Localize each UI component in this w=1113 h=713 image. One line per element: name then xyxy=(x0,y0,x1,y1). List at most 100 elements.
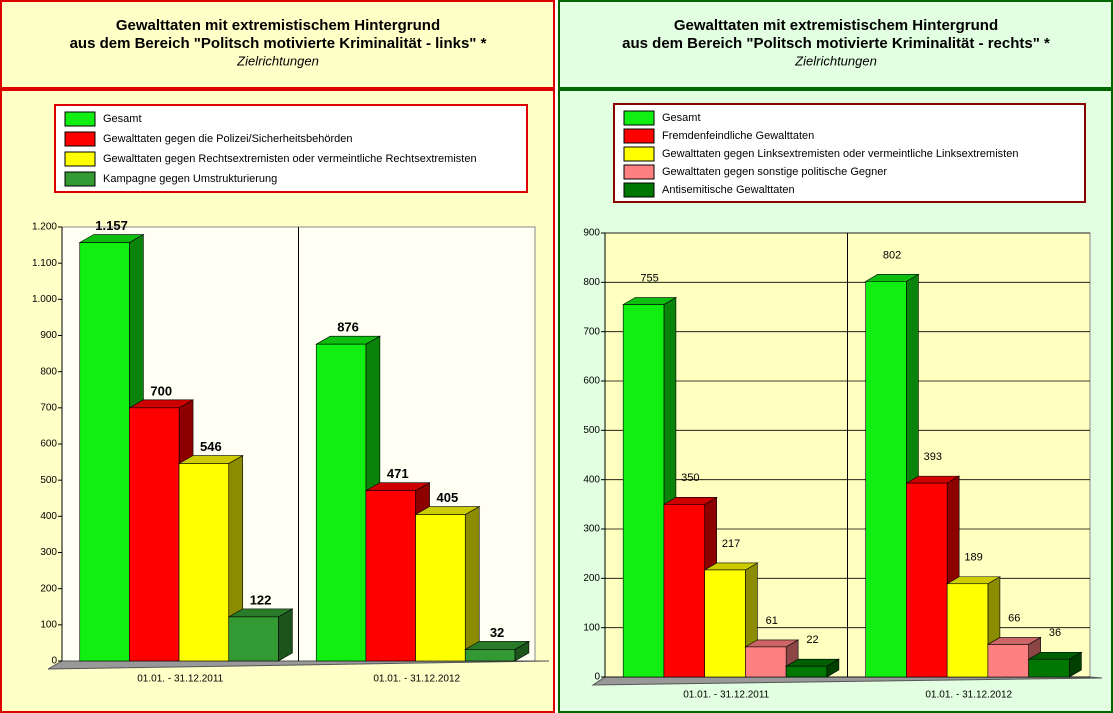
data-label: 32 xyxy=(490,625,504,640)
bar xyxy=(1027,651,1083,678)
legend xyxy=(54,104,528,193)
data-label: 471 xyxy=(387,466,409,481)
legend-label: Gewalttaten gegen sonstige politische Ge… xyxy=(662,166,887,178)
legend-swatch xyxy=(64,151,96,167)
legend-label: Gesamt xyxy=(103,113,142,125)
bar-front xyxy=(785,665,828,678)
bar-front xyxy=(704,569,746,678)
bar-front xyxy=(745,646,787,678)
y-tick-label: 700 xyxy=(40,402,57,413)
bar xyxy=(414,506,481,662)
bar-front xyxy=(987,644,1029,678)
x-tick-label: 01.01. - 31.12.2011 xyxy=(137,674,223,685)
bar xyxy=(785,658,840,678)
legend-swatch xyxy=(64,171,96,187)
legend-swatch xyxy=(623,146,655,162)
y-tick-label: 500 xyxy=(583,425,600,436)
y-tick-label: 900 xyxy=(40,330,57,341)
y-tick-label: 1.200 xyxy=(32,222,57,233)
legend-label: Gewalttaten gegen die Polizei/Sicherheit… xyxy=(103,133,353,145)
chart-subtitle: Zielrichtungen xyxy=(794,53,877,68)
bar xyxy=(177,455,244,662)
y-tick-label: 0 xyxy=(594,672,600,683)
legend xyxy=(613,103,1086,203)
y-tick-label: 100 xyxy=(40,619,57,630)
data-label: 122 xyxy=(250,592,272,607)
bar xyxy=(622,297,678,678)
bar-front xyxy=(315,343,367,662)
bar-front xyxy=(464,649,516,662)
y-tick-label: 400 xyxy=(40,511,57,522)
bar xyxy=(905,475,961,678)
legend-swatch xyxy=(64,131,96,147)
legend-swatch xyxy=(623,110,655,126)
chart-title: Gewalttaten mit extremistischem Hintergr… xyxy=(116,17,440,34)
data-label: 189 xyxy=(964,552,982,564)
y-tick-label: 200 xyxy=(40,583,57,594)
bar xyxy=(364,482,431,662)
data-label: 802 xyxy=(883,249,901,261)
chart-title: aus dem Bereich "Politsch motivierte Kri… xyxy=(70,35,487,52)
legend-label: Gewalttaten gegen Linksextremisten oder … xyxy=(662,148,1018,160)
data-label: 1.157 xyxy=(95,218,128,233)
y-tick-label: 200 xyxy=(583,573,600,584)
bar-front xyxy=(906,482,948,678)
y-tick-label: 700 xyxy=(583,326,600,337)
data-label: 66 xyxy=(1008,612,1020,624)
data-label: 393 xyxy=(924,451,942,463)
y-tick-label: 400 xyxy=(583,474,600,485)
y-tick-label: 300 xyxy=(40,547,57,558)
bar xyxy=(315,335,382,662)
data-label: 405 xyxy=(437,490,459,505)
bar-front xyxy=(79,242,130,662)
y-tick-label: 800 xyxy=(583,277,600,288)
y-tick-label: 1.100 xyxy=(32,258,57,269)
data-label: 700 xyxy=(150,383,172,398)
right-header xyxy=(558,0,1113,89)
legend-label: Gewalttaten gegen Rechtsextremisten oder… xyxy=(103,153,477,165)
bar-front xyxy=(1028,658,1070,678)
y-tick-label: 600 xyxy=(583,376,600,387)
data-label: 546 xyxy=(200,439,222,454)
data-label: 36 xyxy=(1049,627,1061,639)
y-tick-label: 500 xyxy=(40,475,57,486)
chart-title: aus dem Bereich "Politsch motivierte Kri… xyxy=(622,35,1050,52)
x-tick-label: 01.01. - 31.12.2012 xyxy=(925,690,1012,701)
bar-front xyxy=(178,463,230,662)
left-header xyxy=(0,0,555,89)
legend-label: Antisemitische Gewalttaten xyxy=(662,184,795,196)
y-tick-label: 100 xyxy=(583,622,600,633)
x-tick-label: 01.01. - 31.12.2012 xyxy=(373,674,460,685)
data-label: 350 xyxy=(681,472,699,484)
data-label: 217 xyxy=(722,538,740,550)
data-label: 876 xyxy=(337,320,359,335)
data-label: 22 xyxy=(806,634,818,646)
bar-front xyxy=(228,616,279,662)
legend-label: Gesamt xyxy=(662,112,701,124)
y-tick-label: 900 xyxy=(583,228,600,239)
bar-side xyxy=(464,506,480,662)
data-label: 755 xyxy=(640,272,658,284)
y-tick-label: 1.000 xyxy=(32,294,57,305)
chart-subtitle: Zielrichtungen xyxy=(236,53,319,68)
legend-label: Fremdenfeindliche Gewalttaten xyxy=(662,130,814,142)
bar-front xyxy=(415,514,466,662)
y-tick-label: 600 xyxy=(40,439,57,450)
bar-front xyxy=(622,304,665,678)
bar-front xyxy=(865,281,907,678)
bar xyxy=(227,608,294,662)
bar-front xyxy=(129,407,180,662)
bar-front xyxy=(663,504,705,678)
bar xyxy=(703,562,759,678)
y-tick-label: 0 xyxy=(51,656,57,667)
y-tick-label: 800 xyxy=(40,366,57,377)
legend-swatch xyxy=(623,164,655,180)
legend-swatch xyxy=(64,111,96,127)
legend-swatch xyxy=(623,128,655,144)
x-tick-label: 01.01. - 31.12.2011 xyxy=(683,690,769,701)
legend-swatch xyxy=(623,182,655,198)
y-tick-label: 300 xyxy=(583,524,600,535)
bar-front xyxy=(365,490,416,662)
bar-front xyxy=(946,583,989,678)
